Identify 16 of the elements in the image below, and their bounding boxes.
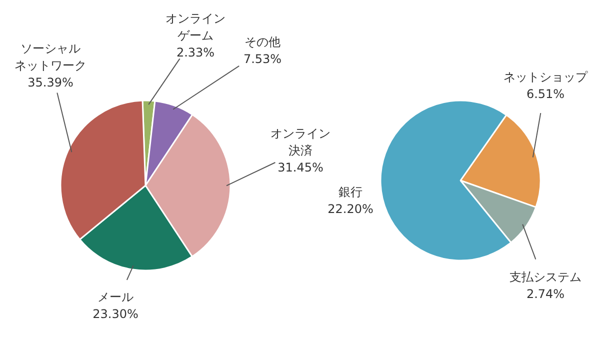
data-label: 6.51% — [526, 86, 565, 101]
slice-label: 銀行 — [338, 185, 362, 200]
slice-label: その他 — [244, 35, 280, 50]
data-label: 35.39% — [28, 75, 74, 90]
data-label: 23.30% — [92, 306, 138, 321]
slice-label: ネットショップ — [504, 70, 588, 84]
slice-label: オンラインゲーム — [166, 12, 226, 42]
data-label: 2.74% — [526, 286, 565, 301]
data-label: 7.53% — [243, 52, 282, 66]
data-label: 31.45% — [278, 160, 324, 174]
slice-label: 支払システム — [510, 270, 582, 284]
data-label: 2.33% — [176, 45, 215, 60]
slice-label: ソーシャルネットワーク — [14, 42, 86, 72]
slice-label: メール — [98, 290, 134, 304]
data-label: 22.20% — [328, 202, 374, 216]
slice-label: オンライン決済 — [270, 126, 330, 158]
